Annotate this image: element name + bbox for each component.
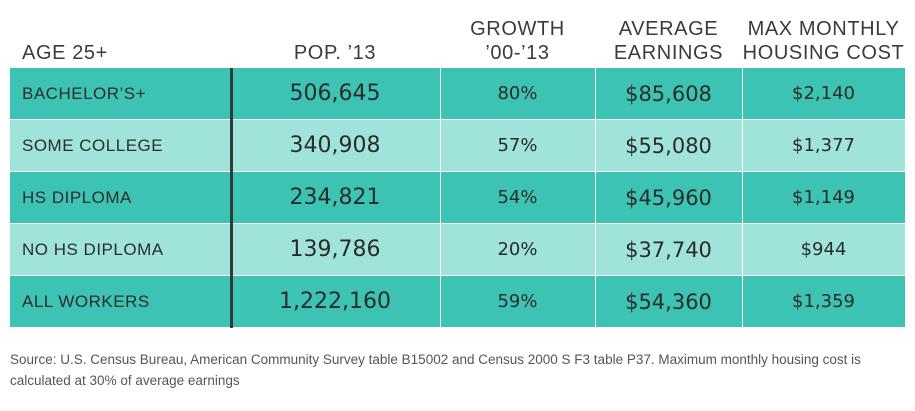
header-pop: POP. ’13: [230, 41, 440, 68]
row-label: HS DIPLOMA: [22, 187, 132, 207]
header-housing: MAX MONTHLY HOUSING COST: [742, 17, 905, 68]
table-row: NO HS DIPLOMA 139,786 20% $37,740 $944: [10, 224, 905, 276]
header-growth-line-1: GROWTH: [470, 18, 565, 40]
header-age: AGE 25+: [10, 41, 230, 68]
column-divider: [742, 68, 743, 328]
cell-housing: $2,140: [792, 83, 855, 104]
cell-earnings: $45,960: [625, 185, 712, 210]
data-table: AGE 25+ POP. ’13 GROWTH ’00-’13 AVERAGE …: [10, 0, 905, 328]
cell-housing: $1,149: [792, 187, 855, 208]
cell-pop: 506,645: [289, 81, 381, 106]
cell-pop: 340,908: [289, 133, 381, 158]
source-note: Source: U.S. Census Bureau, American Com…: [10, 352, 861, 388]
cell-earnings: $85,608: [625, 81, 712, 106]
table-row: SOME COLLEGE 340,908 57% $55,080 $1,377: [10, 120, 905, 172]
row-label: BACHELOR’S+: [22, 83, 147, 103]
row-label: ALL WORKERS: [22, 291, 150, 311]
table-body: BACHELOR’S+ 506,645 80% $85,608 $2,140 S…: [10, 68, 905, 328]
cell-growth: 54%: [497, 187, 538, 208]
header-earnings-line-1: AVERAGE: [618, 18, 719, 40]
cell-housing: $1,359: [792, 291, 855, 312]
cell-growth: 59%: [497, 291, 538, 312]
cell-pop: 234,821: [289, 185, 381, 210]
cell-pop: 1,222,160: [279, 289, 391, 314]
column-divider: [440, 68, 441, 328]
row-label: SOME COLLEGE: [22, 135, 164, 155]
cell-pop: 139,786: [289, 237, 381, 262]
table-row: BACHELOR’S+ 506,645 80% $85,608 $2,140: [10, 68, 905, 120]
header-earnings-line-2: EARNINGS: [613, 42, 724, 64]
header-growth: GROWTH ’00-’13: [440, 17, 595, 68]
cell-growth: 20%: [497, 239, 538, 260]
header-age-line: AGE 25+: [22, 42, 108, 64]
first-column-divider: [230, 68, 233, 328]
header-housing-line-1: MAX MONTHLY: [747, 18, 900, 40]
row-label: NO HS DIPLOMA: [22, 239, 164, 259]
table-row: HS DIPLOMA 234,821 54% $45,960 $1,149: [10, 172, 905, 224]
header-pop-line: POP. ’13: [293, 42, 377, 64]
column-divider: [595, 68, 596, 328]
table-header-row: AGE 25+ POP. ’13 GROWTH ’00-’13 AVERAGE …: [10, 0, 905, 68]
header-earnings: AVERAGE EARNINGS: [595, 17, 742, 68]
header-growth-line-2: ’00-’13: [485, 42, 550, 64]
cell-earnings: $55,080: [625, 133, 712, 158]
cell-growth: 80%: [497, 83, 538, 104]
cell-growth: 57%: [497, 135, 538, 156]
cell-earnings: $54,360: [625, 289, 712, 314]
cell-housing: $944: [800, 239, 847, 260]
cell-housing: $1,377: [792, 135, 855, 156]
table-row: ALL WORKERS 1,222,160 59% $54,360 $1,359: [10, 276, 905, 328]
header-housing-line-2: HOUSING COST: [742, 42, 905, 64]
cell-earnings: $37,740: [625, 237, 712, 262]
